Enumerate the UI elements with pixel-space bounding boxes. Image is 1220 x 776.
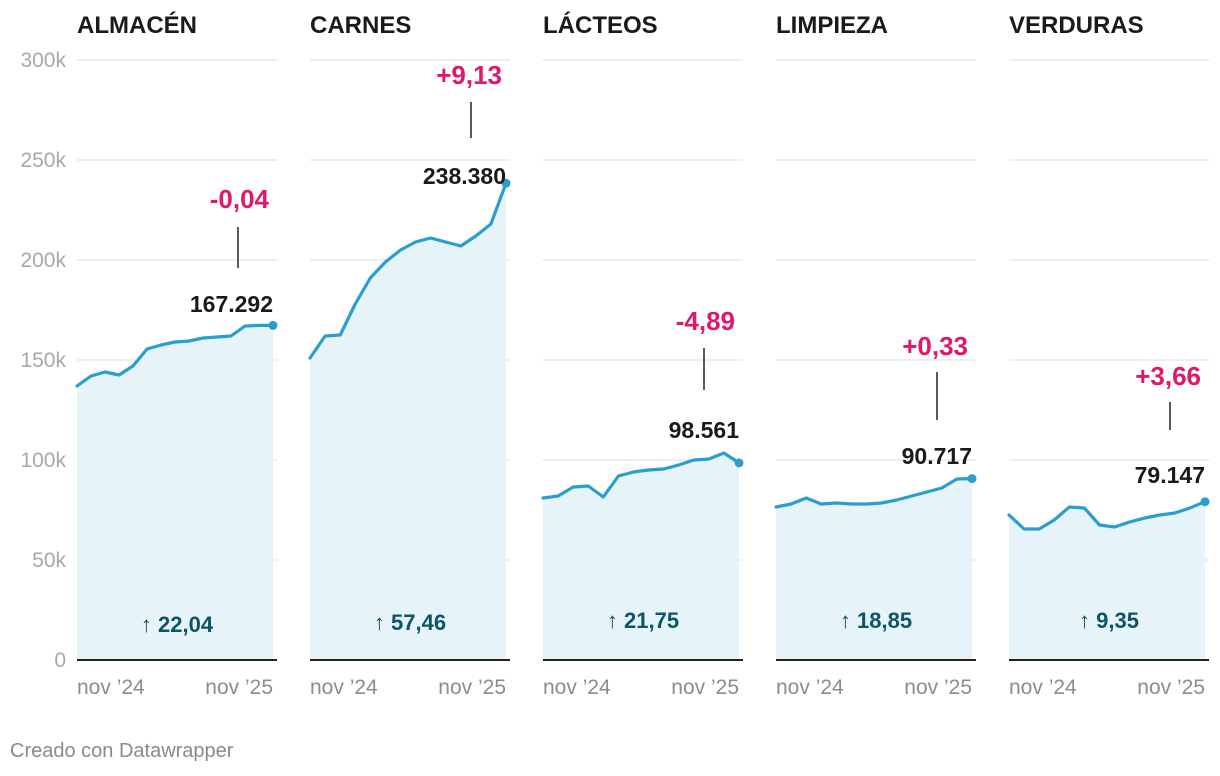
- x-tick-label: nov ’25: [904, 676, 972, 699]
- last-value-label: 98.561: [669, 417, 740, 443]
- area-fill: [77, 325, 273, 660]
- area-fill: [543, 453, 739, 660]
- growth-label: ↑ 22,04: [141, 612, 214, 637]
- growth-label: ↑ 57,46: [374, 610, 446, 635]
- growth-label: ↑ 18,85: [840, 608, 912, 633]
- y-tick-label: 0: [54, 649, 66, 672]
- area-fill: [776, 478, 972, 660]
- y-tick-label: 150k: [20, 349, 66, 372]
- series-line: [75, 323, 275, 388]
- panel-title: ALMACÉN: [77, 11, 197, 39]
- area-fill: [1009, 501, 1205, 660]
- end-point: [967, 474, 977, 484]
- panel-title: LÁCTEOS: [543, 11, 658, 39]
- last-value-label: 90.717: [902, 443, 972, 469]
- x-tick-label: nov ’25: [1137, 676, 1205, 699]
- area-fill: [310, 183, 506, 660]
- series-line: [308, 181, 508, 360]
- end-point: [734, 458, 744, 468]
- y-tick-label: 300k: [20, 49, 66, 72]
- y-tick-label: 250k: [20, 149, 66, 172]
- end-point: [1200, 497, 1210, 507]
- growth-label: ↑ 21,75: [607, 608, 679, 633]
- end-point: [268, 320, 278, 330]
- series-line: [774, 477, 974, 509]
- last-value-label: 79.147: [1135, 462, 1205, 488]
- y-tick-label: 200k: [20, 249, 66, 272]
- change-label: +0,33: [902, 331, 968, 361]
- change-label: +9,13: [436, 60, 502, 90]
- series-line: [1007, 500, 1207, 531]
- x-tick-label: nov ’24: [310, 676, 378, 699]
- change-label: +3,66: [1135, 361, 1201, 391]
- x-tick-label: nov ’24: [77, 676, 145, 699]
- credit-footer: Creado con Datawrapper: [10, 740, 234, 762]
- end-point: [501, 178, 511, 188]
- panel-title: LIMPIEZA: [776, 12, 888, 39]
- last-value-label: 238.380: [423, 163, 506, 189]
- panel-title: VERDURAS: [1009, 12, 1144, 39]
- x-tick-label: nov ’25: [205, 676, 273, 699]
- y-tick-label: 100k: [20, 449, 66, 472]
- panel-title: CARNES: [310, 12, 411, 39]
- series-line: [541, 451, 741, 500]
- small-multiples-chart: 0 50k 100k 150k 200k 250k 300k ALMACÉN nov ’24 no…: [20, 11, 1210, 699]
- change-label: -0,04: [210, 184, 270, 214]
- x-tick-label: nov ’24: [543, 676, 611, 699]
- x-tick-label: nov ’25: [671, 676, 739, 699]
- last-value-label: 167.292: [190, 291, 273, 317]
- x-tick-label: nov ’24: [1009, 676, 1077, 699]
- x-tick-label: nov ’25: [438, 676, 506, 699]
- y-tick-label: 50k: [32, 549, 66, 572]
- growth-label: ↑ 9,35: [1079, 608, 1139, 633]
- change-label: -4,89: [676, 306, 735, 336]
- x-tick-label: nov ’24: [776, 676, 844, 699]
